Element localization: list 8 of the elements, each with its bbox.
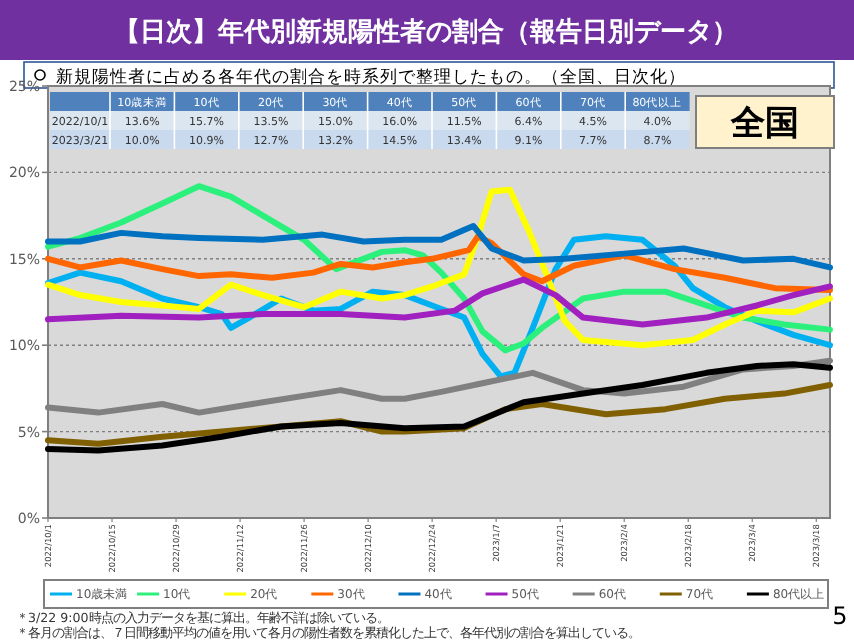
annotation: 全国	[729, 104, 799, 144]
line-series	[45, 233, 833, 293]
text: 5	[832, 602, 848, 630]
line-series	[45, 222, 833, 271]
chart-subtitle: 新規陽性者に占める各年代の割合を時系列で整理したもの。（全国、日次化）	[56, 66, 686, 88]
line-series	[45, 276, 833, 328]
line-series	[45, 361, 833, 454]
chart-title: 【日次】年代別新規陽性者の割合（報告日別データ）	[114, 16, 738, 48]
